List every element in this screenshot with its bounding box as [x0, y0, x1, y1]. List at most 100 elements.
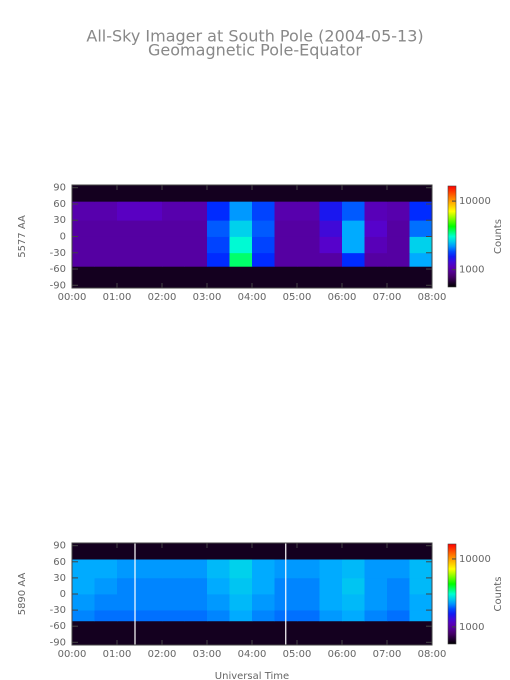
- heat-cell: [72, 620, 95, 646]
- heat-cell: [387, 236, 410, 254]
- heat-cell: [94, 236, 118, 254]
- heat-cell: [319, 543, 343, 560]
- heat-cell: [409, 266, 433, 289]
- y-tick-label: 0: [60, 232, 66, 243]
- heat-cell: [297, 201, 320, 221]
- heat-cell: [387, 201, 410, 221]
- heat-cell: [319, 252, 343, 267]
- heat-cell: [207, 236, 230, 254]
- heat-cell: [94, 620, 118, 646]
- y-tick-label: -60: [50, 264, 66, 275]
- heat-cell: [297, 252, 320, 267]
- heat-cell: [139, 220, 163, 237]
- heat-cell: [229, 220, 253, 237]
- heat-cell: [409, 201, 433, 221]
- heat-cell: [229, 266, 253, 289]
- heat-cell: [252, 620, 275, 646]
- heat-cell: [297, 559, 320, 579]
- heat-cell: [364, 594, 388, 611]
- heat-cell: [117, 543, 140, 560]
- heat-cell: [184, 594, 208, 611]
- heat-cell: [342, 185, 365, 202]
- heat-cell: [297, 594, 320, 611]
- heat-cell: [94, 610, 118, 622]
- heat-cell: [274, 201, 298, 221]
- x-tick-label: 03:00: [193, 292, 222, 303]
- heat-cell: [409, 594, 433, 611]
- heat-cell: [207, 620, 230, 646]
- heat-cell: [252, 252, 275, 267]
- heat-cell: [252, 559, 275, 579]
- heat-cell: [252, 220, 275, 237]
- chart-subtitle: Geomagnetic Pole-Equator: [148, 41, 362, 60]
- heat-cell: [342, 610, 365, 622]
- heat-cell: [139, 620, 163, 646]
- heat-cell: [364, 577, 388, 595]
- heat-cell: [72, 220, 95, 237]
- heat-cell: [364, 201, 388, 221]
- heat-cell: [252, 266, 275, 289]
- heat-cell: [162, 559, 185, 579]
- colorbar-label: Counts: [493, 577, 504, 612]
- heat-cell: [297, 620, 320, 646]
- heat-cell: [94, 577, 118, 595]
- y-tick-label: -60: [50, 621, 66, 632]
- x-tick-label: 07:00: [373, 292, 402, 303]
- heat-cell: [364, 220, 388, 237]
- heat-cell: [184, 220, 208, 237]
- heat-cell: [117, 577, 140, 595]
- heat-cell: [162, 236, 185, 254]
- heat-cell: [409, 543, 433, 560]
- heat-cell: [319, 185, 343, 202]
- heat-cell: [387, 266, 410, 289]
- x-tick-label: 01:00: [103, 292, 132, 303]
- x-axis-label: Universal Time: [215, 671, 289, 680]
- y-tick-label: 60: [53, 199, 66, 210]
- heat-cell: [274, 236, 298, 254]
- heat-cell: [387, 610, 410, 622]
- heat-cell: [207, 220, 230, 237]
- heat-cell: [319, 577, 343, 595]
- heat-cell: [342, 220, 365, 237]
- heat-cell: [184, 559, 208, 579]
- heat-cell: [252, 577, 275, 595]
- heat-cell: [162, 577, 185, 595]
- heat-cell: [117, 201, 140, 221]
- y-axis-label: 5577 AA: [17, 215, 28, 258]
- heat-cell: [72, 185, 95, 202]
- heat-cell: [342, 236, 365, 254]
- colorbar-tick-label: 10000: [459, 554, 491, 565]
- heat-cell: [252, 543, 275, 560]
- colorbar: [447, 543, 457, 645]
- heat-cell: [342, 252, 365, 267]
- heat-cell: [94, 185, 118, 202]
- heat-cell: [117, 620, 140, 646]
- heat-cell: [72, 594, 95, 611]
- x-tick-label: 06:00: [328, 292, 357, 303]
- y-tick-label: 0: [60, 589, 66, 600]
- heat-cell: [364, 543, 388, 560]
- x-tick-label: 02:00: [148, 292, 177, 303]
- heat-cell: [72, 252, 95, 267]
- heat-cell: [387, 620, 410, 646]
- x-tick-label: 08:00: [418, 649, 447, 660]
- heat-cell: [319, 220, 343, 237]
- x-tick-label: 02:00: [148, 649, 177, 660]
- heat-cell: [297, 220, 320, 237]
- heat-cell: [229, 620, 253, 646]
- heat-cell: [319, 236, 343, 254]
- heat-cell: [184, 610, 208, 622]
- heat-cell: [409, 559, 433, 579]
- heat-cell: [184, 543, 208, 560]
- heat-cell: [72, 266, 95, 289]
- colorbar-label: Counts: [493, 219, 504, 254]
- heat-cell: [297, 543, 320, 560]
- heat-cell: [184, 252, 208, 267]
- y-axis-label: 5890 AA: [17, 573, 28, 616]
- heat-cell: [162, 594, 185, 611]
- heat-cell: [139, 594, 163, 611]
- heat-cell: [184, 620, 208, 646]
- x-tick-label: 03:00: [193, 649, 222, 660]
- x-tick-label: 08:00: [418, 292, 447, 303]
